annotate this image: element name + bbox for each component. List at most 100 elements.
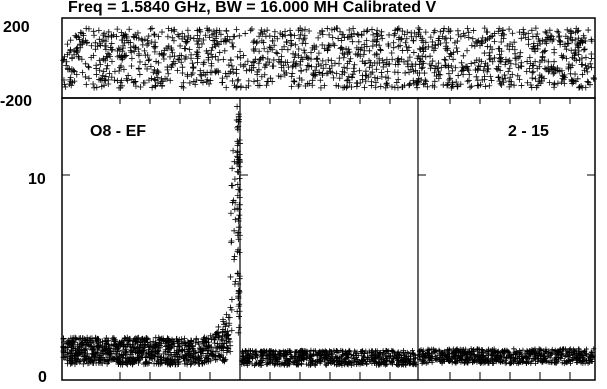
phase-point xyxy=(555,33,562,40)
phase-point xyxy=(526,54,533,61)
amp-point xyxy=(81,353,88,360)
amp-point xyxy=(182,342,189,349)
amp-point xyxy=(231,158,238,165)
phase-point xyxy=(465,67,472,74)
phase-point xyxy=(366,57,373,64)
amp-point xyxy=(225,314,232,321)
phase-point xyxy=(75,53,82,60)
phase-point xyxy=(205,56,212,63)
phase-point xyxy=(576,84,583,91)
phase-point xyxy=(438,64,445,71)
amp-point xyxy=(234,205,241,212)
phase-point xyxy=(347,55,354,62)
amp-point xyxy=(166,361,173,368)
phase-point xyxy=(480,67,487,74)
phase-point xyxy=(73,49,80,56)
phase-point xyxy=(509,30,516,37)
amp-point xyxy=(171,349,178,356)
phase-point xyxy=(299,27,306,34)
phase-point xyxy=(529,69,536,76)
phase-point xyxy=(329,34,336,41)
amp-point xyxy=(228,327,235,334)
phase-point xyxy=(97,42,104,49)
phase-point xyxy=(193,77,200,84)
phase-point xyxy=(481,50,488,57)
phase-point xyxy=(291,78,298,85)
phase-point xyxy=(554,80,561,87)
amp-point xyxy=(95,344,102,351)
phase-point xyxy=(437,28,444,35)
phase-point xyxy=(369,62,376,69)
phase-point xyxy=(317,84,324,91)
amp-point xyxy=(205,358,212,365)
amp-point xyxy=(205,342,212,349)
phase-point xyxy=(91,84,98,91)
phase-point xyxy=(435,68,442,75)
phase-point xyxy=(546,79,553,86)
amp-point xyxy=(142,359,149,366)
panel-label-3: 2 - 15 xyxy=(508,123,549,140)
phase-point xyxy=(264,55,271,62)
phase-point xyxy=(416,69,423,76)
amp-point xyxy=(235,224,242,231)
amp-point xyxy=(107,353,114,359)
phase-point xyxy=(417,56,424,63)
phase-point xyxy=(580,46,587,53)
phase-point xyxy=(213,27,220,34)
phase-point xyxy=(237,48,244,55)
amp-point xyxy=(259,357,265,363)
phase-point xyxy=(355,38,362,45)
phase-point xyxy=(171,28,178,35)
phase-point xyxy=(288,32,295,39)
amp-point xyxy=(133,338,140,345)
phase-point xyxy=(145,40,152,47)
amp-point xyxy=(122,335,129,342)
phase-point xyxy=(511,39,518,46)
amp-point xyxy=(264,361,270,367)
phase-point xyxy=(287,31,294,38)
phase-point xyxy=(154,79,161,86)
phase-point xyxy=(445,62,452,69)
amp-point xyxy=(162,359,169,366)
amp-point xyxy=(246,352,252,358)
phase-point xyxy=(319,72,326,79)
amp-point xyxy=(79,335,86,342)
phase-point xyxy=(257,29,264,36)
phase-point xyxy=(258,73,265,80)
phase-point xyxy=(361,84,368,91)
phase-point xyxy=(414,84,421,91)
phase-point xyxy=(295,83,302,90)
phase-point xyxy=(319,57,326,64)
amp-point xyxy=(290,360,296,366)
amp-point xyxy=(173,335,180,342)
phase-point xyxy=(427,53,434,60)
phase-point xyxy=(293,60,300,67)
amp-point xyxy=(375,356,381,362)
phase-point xyxy=(528,84,535,91)
phase-point xyxy=(175,33,182,40)
phase-point xyxy=(404,47,411,54)
phase-point xyxy=(416,26,423,33)
amp-point xyxy=(324,349,330,355)
phase-point xyxy=(573,25,580,32)
amp-point xyxy=(182,352,189,359)
phase-point xyxy=(79,39,86,46)
phase-point xyxy=(393,79,400,86)
phase-point xyxy=(309,77,316,84)
phase-point xyxy=(246,66,253,73)
amp-point xyxy=(343,349,349,355)
amp-point xyxy=(106,345,113,352)
phase-point xyxy=(447,50,454,57)
phase-point xyxy=(301,49,308,56)
amp-point xyxy=(247,349,253,355)
phase-point xyxy=(240,63,247,70)
phase-point xyxy=(278,64,285,71)
amp-point xyxy=(235,229,242,236)
phase-point xyxy=(568,78,575,85)
phase-point xyxy=(457,33,464,40)
phase-point xyxy=(152,43,159,50)
amp-point xyxy=(241,354,247,360)
phase-point xyxy=(382,84,389,91)
amp-point xyxy=(235,160,242,167)
amp-point xyxy=(208,336,215,343)
